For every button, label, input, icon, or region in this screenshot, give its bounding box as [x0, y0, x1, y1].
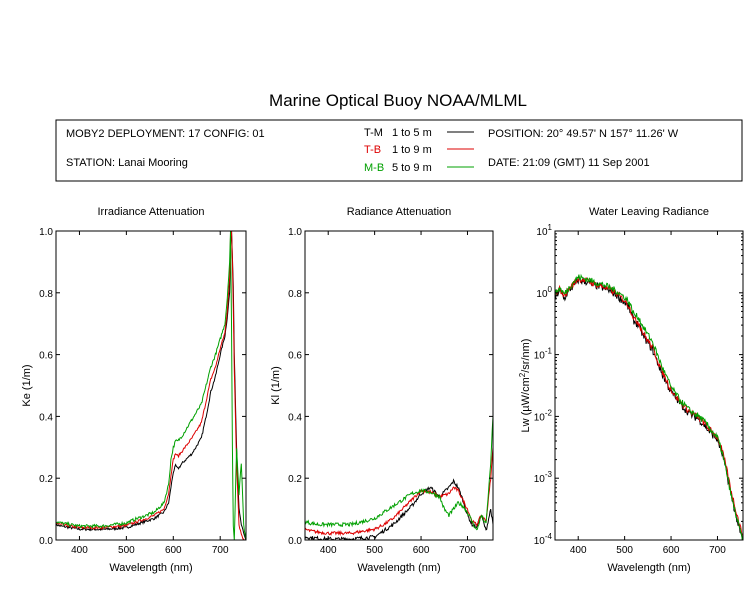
x-axis-label: Wavelength (nm) [357, 562, 440, 574]
y-tick-label: 10-2 [534, 408, 553, 423]
panel-title: Radiance Attenuation [347, 206, 452, 218]
x-tick-label: 500 [118, 545, 135, 556]
y-tick-label: 100 [536, 285, 552, 300]
y-tick-label: 0.6 [288, 351, 302, 362]
legend-item-t-m: T-M 1 to 5 m [364, 127, 474, 139]
legend-item-m-b: M-B 5 to 9 m [364, 162, 474, 174]
deployment-text: MOBY2 DEPLOYMENT: 17 CONFIG: 01 [66, 128, 265, 140]
y-axis-label-main: Lw (µW/cm [520, 377, 532, 432]
series-line-m-b [305, 416, 493, 531]
legend-code: M-B [364, 162, 384, 174]
x-tick-label: 600 [165, 545, 182, 556]
legend-item-t-b: T-B 1 to 9 m [364, 144, 474, 156]
series-line-t-b [555, 276, 743, 536]
y-tick-label: 0.4 [288, 412, 302, 423]
date-text: DATE: 21:09 (GMT) 11 Sep 2001 [488, 157, 650, 169]
y-tick-label: 0.0 [39, 536, 53, 547]
position-text: POSITION: 20° 49.57' N 157° 11.26' W [488, 128, 679, 140]
y-tick-label: 10-4 [534, 532, 553, 547]
y-axis-label: Kl (1/m) [270, 366, 282, 405]
series-group [305, 416, 493, 540]
x-axis-label: Wavelength (nm) [109, 562, 192, 574]
info-box-frame [55, 119, 743, 182]
legend-range: 5 to 9 m [392, 162, 432, 174]
series-line-m-b [555, 273, 743, 540]
series-line-m-b [56, 231, 246, 540]
series-line-t-b [56, 231, 246, 540]
plot-frame [554, 230, 744, 541]
legend-code: T-M [364, 127, 383, 139]
y-axis-label: Lw (µW/cm2/sr/nm) [518, 339, 532, 433]
irradiance-attenuation-panel: Irradiance Attenuation Wavelength (nm) K… [21, 206, 247, 574]
plot-frame [55, 230, 247, 541]
legend-code: T-B [364, 144, 381, 156]
x-tick-label: 500 [366, 545, 383, 556]
info-box: MOBY2 DEPLOYMENT: 17 CONFIG: 01 STATION:… [55, 119, 743, 182]
y-axis-label-superscript: 2 [518, 372, 527, 377]
y-tick-label: 0.0 [288, 536, 302, 547]
x-tick-label: 500 [616, 545, 633, 556]
series-line-t-m [555, 276, 743, 540]
x-tick-label: 600 [663, 545, 680, 556]
series-line-t-m [56, 231, 246, 540]
y-tick-label: 10-3 [534, 470, 553, 485]
legend-range: 1 to 9 m [392, 144, 432, 156]
x-tick-label: 700 [212, 545, 229, 556]
y-tick-label: 0.8 [39, 289, 53, 300]
series-group [56, 231, 246, 540]
y-tick-label: 101 [536, 223, 552, 238]
series-group [555, 273, 743, 540]
y-tick-label: 0.8 [288, 289, 302, 300]
y-tick-label: 0.2 [288, 474, 302, 485]
x-tick-label: 700 [459, 545, 476, 556]
radiance-attenuation-panel: Radiance Attenuation Wavelength (nm) Kl … [270, 206, 494, 574]
x-tick-label: 400 [320, 545, 337, 556]
y-axis-label: Ke (1/m) [21, 364, 33, 406]
panel-title: Water Leaving Radiance [589, 206, 709, 218]
figure-title: Marine Optical Buoy NOAA/MLML [269, 91, 527, 110]
plot-frame [304, 230, 494, 541]
legend: T-M 1 to 5 m T-B 1 to 9 m M-B 5 to 9 m [364, 127, 474, 174]
y-tick-label: 0.6 [39, 351, 53, 362]
y-axis-label-unit: /sr/nm) [520, 339, 532, 373]
x-tick-label: 400 [71, 545, 88, 556]
y-tick-label: 1.0 [39, 227, 53, 238]
water-leaving-radiance-panel: Water Leaving Radiance Wavelength (nm) L… [518, 206, 744, 574]
x-tick-label: 400 [570, 545, 587, 556]
y-tick-label: 1.0 [288, 227, 302, 238]
y-tick-label: 10-1 [534, 347, 553, 362]
x-axis-label: Wavelength (nm) [607, 562, 690, 574]
x-tick-label: 700 [709, 545, 726, 556]
y-tick-label: 0.2 [39, 474, 53, 485]
station-text: STATION: Lanai Mooring [66, 157, 188, 169]
legend-range: 1 to 5 m [392, 127, 432, 139]
panel-title: Irradiance Attenuation [97, 206, 204, 218]
x-tick-label: 600 [413, 545, 430, 556]
series-line-t-b [305, 447, 493, 537]
y-tick-label: 0.4 [39, 412, 53, 423]
